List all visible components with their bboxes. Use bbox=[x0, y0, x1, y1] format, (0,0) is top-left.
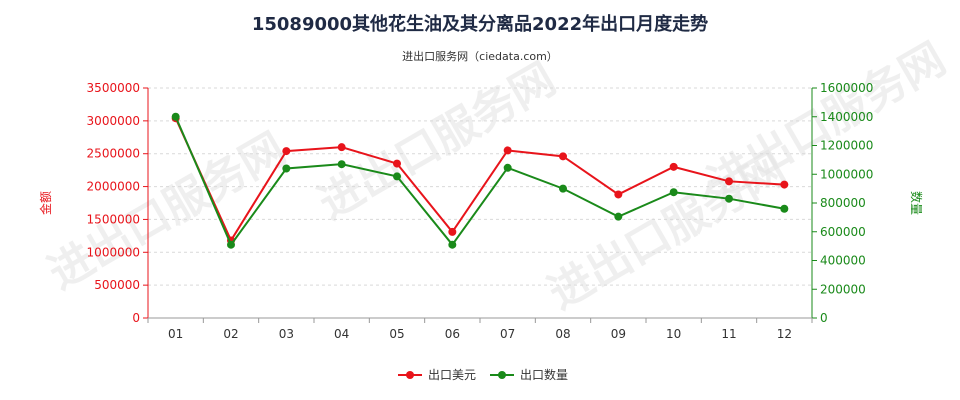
grid-lines bbox=[148, 87, 812, 286]
data-point bbox=[725, 194, 733, 203]
data-point bbox=[337, 160, 346, 169]
data-point bbox=[171, 112, 180, 121]
data-point bbox=[448, 227, 457, 236]
data-point bbox=[669, 188, 678, 197]
data-point bbox=[448, 240, 457, 249]
data-point bbox=[614, 212, 623, 221]
x-axis-ticks: 01 02 03 04 05 06 07 08 09 10 11 12 bbox=[147, 318, 813, 341]
left-tick-label: 2000000 bbox=[87, 180, 140, 194]
left-tick-label: 1000000 bbox=[87, 245, 140, 259]
left-tick-label: 3500000 bbox=[87, 81, 140, 95]
legend[interactable]: 出口美元 出口数量 bbox=[398, 367, 568, 382]
x-tick-label: 03 bbox=[279, 327, 294, 341]
x-tick-label: 10 bbox=[666, 327, 681, 341]
right-tick-label: 1000000 bbox=[820, 167, 873, 181]
data-point bbox=[393, 172, 401, 181]
left-tick-label: 3000000 bbox=[87, 114, 140, 128]
left-axis-label: 金额 bbox=[38, 191, 53, 215]
x-tick-label: 08 bbox=[555, 327, 570, 341]
data-point bbox=[503, 163, 512, 172]
legend-marker-icon bbox=[498, 371, 506, 379]
left-tick-label: 500000 bbox=[94, 278, 140, 292]
data-point bbox=[780, 180, 789, 189]
data-point bbox=[282, 147, 291, 156]
data-point bbox=[559, 184, 567, 193]
right-tick-label: 0 bbox=[820, 311, 828, 325]
series-layer bbox=[171, 112, 789, 249]
data-point bbox=[669, 162, 678, 171]
right-tick-label: 400000 bbox=[820, 254, 866, 268]
left-tick-label: 1500000 bbox=[87, 212, 140, 226]
chart-subtitle: 进出口服务网（ciedata.com） bbox=[402, 50, 558, 63]
right-tick-label: 800000 bbox=[820, 196, 866, 210]
right-axis-label: 数量 bbox=[909, 191, 924, 215]
right-tick-label: 200000 bbox=[820, 282, 866, 296]
right-tick-label: 600000 bbox=[820, 225, 866, 239]
chart-title: 15089000其他花生油及其分离品2022年出口月度走势 bbox=[251, 14, 709, 35]
legend-label: 出口数量 bbox=[520, 367, 568, 382]
x-tick-label: 06 bbox=[445, 327, 460, 341]
right-tick-label: 1400000 bbox=[820, 110, 873, 124]
x-tick-label: 01 bbox=[168, 327, 183, 341]
x-tick-label: 04 bbox=[334, 327, 349, 341]
data-point bbox=[337, 143, 346, 152]
series-2 bbox=[171, 112, 789, 249]
legend-item[interactable]: 出口数量 bbox=[490, 367, 568, 382]
watermark-text: 进出口服务网 bbox=[310, 53, 564, 229]
series-line bbox=[174, 117, 785, 243]
data-point bbox=[227, 240, 235, 249]
legend-label: 出口美元 bbox=[428, 368, 476, 382]
legend-item[interactable]: 出口美元 bbox=[398, 368, 476, 382]
series-line bbox=[174, 116, 785, 247]
right-tick-label: 1600000 bbox=[820, 81, 873, 95]
x-tick-label: 02 bbox=[223, 327, 238, 341]
data-point bbox=[614, 190, 623, 199]
right-tick-label: 1200000 bbox=[820, 139, 873, 153]
data-point bbox=[282, 164, 291, 173]
data-point bbox=[725, 177, 733, 186]
data-point bbox=[780, 204, 789, 213]
left-axis-ticks: 0 500000 1000000 1500000 2000000 2500000 30000… bbox=[87, 81, 148, 325]
x-tick-label: 09 bbox=[611, 327, 626, 341]
left-tick-label: 2500000 bbox=[87, 147, 140, 161]
data-point bbox=[393, 159, 401, 168]
data-point bbox=[503, 146, 512, 155]
x-tick-label: 05 bbox=[389, 327, 404, 341]
legend-marker-icon bbox=[406, 371, 414, 379]
x-tick-label: 11 bbox=[721, 327, 736, 341]
data-point bbox=[559, 152, 567, 161]
x-tick-label: 07 bbox=[500, 327, 515, 341]
x-tick-label: 12 bbox=[777, 327, 792, 341]
left-tick-label: 0 bbox=[132, 311, 140, 325]
right-axis-ticks: 0 200000 400000 600000 800000 1000000 1200000 1… bbox=[812, 81, 873, 325]
